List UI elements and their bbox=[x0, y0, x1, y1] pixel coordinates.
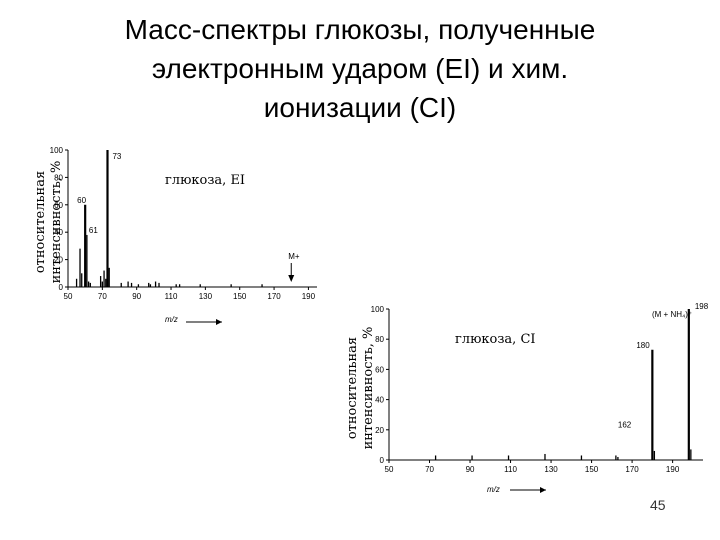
peak-label: 180 bbox=[636, 341, 650, 350]
y-tick-label: 80 bbox=[54, 173, 63, 182]
chart-title: глюкоза, EI bbox=[165, 173, 245, 188]
y-tick-label: 0 bbox=[59, 283, 64, 292]
molecular-ion-label: M+ bbox=[288, 252, 300, 261]
x-tick-label: 190 bbox=[666, 465, 680, 474]
x-axis-label: m/z bbox=[487, 485, 500, 494]
x-tick-label: 110 bbox=[165, 292, 178, 301]
y-axis-label-line: относительная bbox=[33, 171, 48, 273]
y-axis-label-line: относительная bbox=[345, 337, 360, 439]
peak-label: 162 bbox=[618, 420, 632, 429]
x-tick-label: 170 bbox=[625, 465, 639, 474]
peak-label: 60 bbox=[77, 196, 86, 205]
peak-label: 61 bbox=[89, 226, 98, 235]
y-tick-label: 20 bbox=[54, 256, 63, 265]
title-line-3: ионизации (CI) bbox=[263, 92, 457, 123]
x-tick-label: 70 bbox=[98, 292, 107, 301]
spectrum-chart-ci: 0 20 40 60 80 100 50 70 90 110 130 150 170 190 180 198 1… bbox=[345, 302, 709, 494]
peak-label: 73 bbox=[112, 152, 121, 161]
x-tick-label: 50 bbox=[385, 465, 394, 474]
spectrum-chart-ei: 0 20 40 60 80 100 50 70 90 110 130 150 170 190 73 60 61 г… bbox=[33, 146, 317, 325]
x-tick-label: 110 bbox=[504, 465, 517, 474]
x-axis-arrow-head bbox=[216, 319, 222, 325]
x-tick-label: 190 bbox=[302, 292, 316, 301]
x-axis-label: m/z bbox=[165, 315, 178, 324]
x-tick-label: 90 bbox=[132, 292, 141, 301]
page-number: 45 bbox=[650, 497, 666, 513]
x-tick-label: 170 bbox=[267, 292, 281, 301]
y-tick-label: 60 bbox=[375, 365, 384, 374]
y-tick-label: 80 bbox=[375, 335, 384, 344]
y-axis-label-line: интенсивность, % bbox=[49, 161, 64, 284]
y-tick-label: 20 bbox=[375, 426, 384, 435]
x-tick-label: 150 bbox=[585, 465, 599, 474]
y-tick-label: 100 bbox=[371, 305, 385, 314]
chart-title: глюкоза, CI bbox=[455, 332, 536, 347]
x-tick-label: 70 bbox=[425, 465, 434, 474]
x-tick-label: 150 bbox=[233, 292, 247, 301]
x-tick-label: 130 bbox=[199, 292, 213, 301]
y-tick-label: 40 bbox=[54, 228, 63, 237]
x-tick-label: 90 bbox=[466, 465, 475, 474]
x-axis-arrow-head bbox=[540, 487, 546, 493]
molecular-ion-arrow-head bbox=[288, 275, 295, 282]
peak-label: 198 bbox=[695, 302, 709, 311]
y-tick-label: 100 bbox=[50, 146, 64, 155]
x-tick-label: 130 bbox=[544, 465, 558, 474]
slide-title: Масс-спектры глюкозы, полученные электро… bbox=[60, 10, 660, 127]
y-tick-label: 40 bbox=[375, 396, 384, 405]
y-tick-label: 60 bbox=[54, 201, 63, 210]
adduct-ion-label: (M + NH₄)⁺ bbox=[652, 310, 692, 319]
y-tick-label: 0 bbox=[380, 456, 385, 465]
title-line-1: Масс-спектры глюкозы, полученные bbox=[124, 14, 596, 45]
x-tick-label: 50 bbox=[64, 292, 73, 301]
title-line-2: электронным ударом (EI) и хим. bbox=[151, 53, 569, 84]
y-axis-label-line: интенсивность, % bbox=[361, 327, 376, 450]
